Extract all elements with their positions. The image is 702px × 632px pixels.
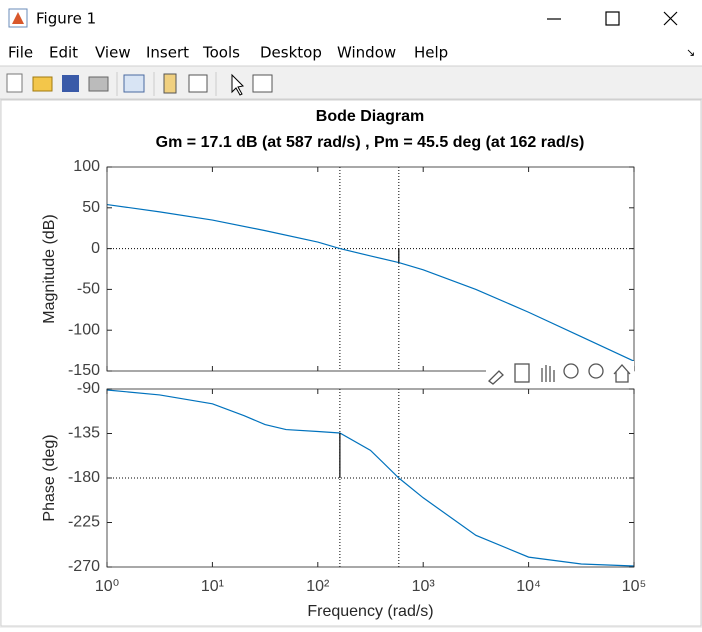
chart-title: Bode Diagram <box>316 108 424 125</box>
x-tick-label: 10⁵ <box>622 578 646 595</box>
menu-bar <box>0 38 702 66</box>
tool-new[interactable] <box>6 73 23 93</box>
x-tick-label: 10¹ <box>201 578 224 595</box>
menu-item[interactable]: File <box>8 44 33 62</box>
pan[interactable] <box>541 365 555 382</box>
tool-open[interactable] <box>32 76 53 92</box>
tool-print[interactable] <box>88 76 109 92</box>
tool-colorbar[interactable] <box>163 73 177 94</box>
y-tick-label: 100 <box>73 158 100 175</box>
axes-box <box>106 166 635 372</box>
y-tick-label: -50 <box>77 281 100 298</box>
tool-pointer[interactable] <box>231 73 245 96</box>
tool-property[interactable] <box>252 74 273 93</box>
x-tick-label: 10⁰ <box>95 578 119 595</box>
x-tick-label: 10² <box>306 578 330 595</box>
app-icon <box>8 8 28 28</box>
menu-item[interactable]: Tools <box>202 44 240 62</box>
chart-subtitle: Gm = 17.1 dB (at 587 rad/s) , Pm = 45.5 … <box>156 134 585 151</box>
line <box>106 203 635 362</box>
tool-legend[interactable] <box>188 74 208 93</box>
menu-item[interactable]: Edit <box>49 44 78 62</box>
x-tick-label: 10⁴ <box>516 578 541 595</box>
datatip[interactable] <box>514 363 530 383</box>
y-tick-label: -90 <box>77 380 100 397</box>
x-tick-label: 10³ <box>412 578 436 595</box>
toolbar <box>6 72 273 96</box>
y-axis-label: Magnitude (dB) <box>41 214 58 323</box>
y-tick-label: -180 <box>68 469 100 486</box>
maximize[interactable] <box>605 11 620 26</box>
dock-arrow[interactable]: ↘ <box>686 46 695 59</box>
axes: -90 -135 -180 -225 -270 10⁰ 10¹ 10² 10³ 10⁴ 10⁵ Pha… <box>41 380 646 620</box>
brush[interactable] <box>488 370 504 385</box>
tool-link[interactable] <box>123 74 145 93</box>
home[interactable] <box>613 364 631 383</box>
axes-toolbar <box>486 361 634 387</box>
y-tick-label: -150 <box>68 362 100 379</box>
y-tick-label: -225 <box>68 514 100 531</box>
y-axis-label: Phase (deg) <box>41 434 58 521</box>
menu-item[interactable]: Desktop <box>260 44 322 62</box>
menu-item[interactable]: Help <box>414 44 448 62</box>
tool-save[interactable] <box>62 75 79 92</box>
title-bar <box>0 0 702 38</box>
zoom-in[interactable] <box>563 363 579 379</box>
y-tick-label: 0 <box>91 240 100 257</box>
menu-item[interactable]: Window <box>337 44 396 62</box>
x-axis-label: Frequency (rad/s) <box>307 603 433 620</box>
axes: 100 50 0 -50 -100 -150 Magnitude (dB) <box>41 158 635 379</box>
y-tick-label: -135 <box>68 425 100 442</box>
menu-item[interactable]: Insert <box>146 44 189 62</box>
close[interactable] <box>663 11 678 26</box>
y-tick-label: 50 <box>82 199 100 216</box>
window-title: Figure 1 <box>36 10 96 28</box>
menu-item[interactable]: View <box>95 44 131 62</box>
y-tick-label: -100 <box>68 321 100 338</box>
zoom-out[interactable] <box>588 363 604 379</box>
y-tick-label: -270 <box>68 558 100 575</box>
